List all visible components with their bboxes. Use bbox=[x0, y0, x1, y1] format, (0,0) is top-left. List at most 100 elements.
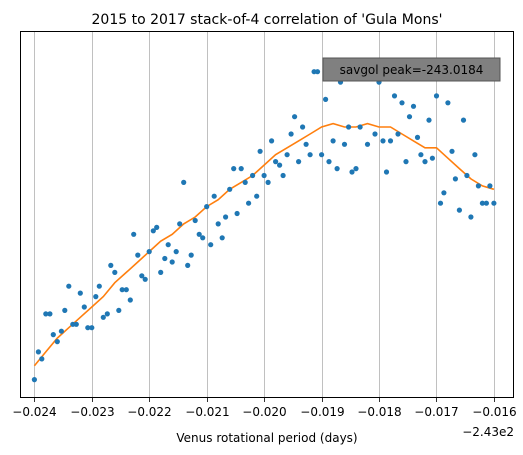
x-axis-offset-label: −2.43e2 bbox=[462, 425, 514, 439]
scatter-point bbox=[364, 141, 371, 147]
savgol-line-series bbox=[33, 122, 495, 367]
scatter-point bbox=[227, 186, 233, 192]
scatter-point bbox=[422, 159, 428, 165]
scatter-point bbox=[54, 339, 60, 345]
scatter-point bbox=[323, 96, 329, 102]
scatter-point bbox=[292, 114, 298, 120]
scatter-point bbox=[250, 172, 256, 179]
scatter-point bbox=[269, 138, 275, 144]
scatter-point bbox=[188, 252, 194, 258]
scatter-point bbox=[426, 117, 432, 123]
scatter-point bbox=[346, 124, 352, 130]
scatter-point bbox=[380, 138, 386, 144]
scatter-point bbox=[242, 179, 248, 185]
scatter-point bbox=[127, 297, 133, 303]
scatter-point bbox=[383, 169, 390, 175]
scatter-point bbox=[387, 138, 394, 144]
scatter-point bbox=[341, 141, 348, 147]
scatter-point bbox=[215, 221, 221, 227]
scatter-point bbox=[406, 114, 413, 120]
scatter-point bbox=[234, 210, 240, 217]
scatter-point bbox=[403, 159, 409, 165]
scatter-point bbox=[418, 152, 424, 158]
scatter-point bbox=[131, 231, 137, 237]
scatter-point bbox=[47, 311, 53, 317]
savgol-line bbox=[33, 122, 495, 367]
scatter-point bbox=[142, 276, 148, 282]
scatter-point bbox=[399, 100, 405, 106]
scatter-point bbox=[491, 200, 497, 206]
scatter-point bbox=[104, 311, 110, 317]
x-tick-label: −0.022 bbox=[127, 405, 171, 419]
scatter-point bbox=[319, 152, 325, 158]
scatter-point bbox=[112, 269, 118, 275]
scatter-point bbox=[452, 176, 458, 182]
scatter-point bbox=[211, 193, 217, 199]
scatter-point bbox=[441, 190, 447, 196]
scatter-point bbox=[73, 321, 79, 327]
scatter-point bbox=[314, 69, 321, 75]
scatter-point bbox=[108, 262, 114, 268]
scatter-point bbox=[200, 235, 206, 241]
scatter-point bbox=[77, 290, 83, 296]
scatter-point bbox=[238, 166, 244, 172]
scatter-point bbox=[196, 231, 202, 237]
scatter-point bbox=[487, 183, 493, 189]
x-tick-label: −0.021 bbox=[185, 405, 229, 419]
scatter-point bbox=[414, 134, 421, 140]
scatter-point bbox=[185, 262, 191, 268]
scatter-point bbox=[85, 325, 91, 331]
scatter-point bbox=[165, 242, 171, 248]
x-tick-label: −0.018 bbox=[357, 405, 401, 419]
scatter-point bbox=[349, 169, 355, 175]
scatter-point bbox=[433, 93, 440, 99]
scatter-point bbox=[372, 131, 378, 137]
x-tick-label: −0.016 bbox=[472, 405, 516, 419]
scatter-point bbox=[150, 228, 156, 234]
scatter-point bbox=[353, 166, 359, 172]
scatter-point bbox=[456, 207, 462, 213]
scatter-point bbox=[43, 311, 49, 317]
scatter-point bbox=[391, 93, 398, 99]
scatter-point bbox=[31, 377, 37, 383]
grid-lines bbox=[34, 31, 495, 398]
scatter-point bbox=[303, 141, 309, 147]
scatter-point bbox=[257, 148, 263, 154]
scatter-point bbox=[66, 283, 72, 289]
chart-title: 2015 to 2017 stack-of-4 correlation of '… bbox=[92, 12, 443, 28]
scatter-point bbox=[464, 172, 470, 179]
x-tick-label: −0.024 bbox=[12, 405, 56, 419]
scatter-point bbox=[288, 131, 294, 137]
scatter-point bbox=[472, 152, 478, 158]
scatter-point bbox=[204, 204, 210, 210]
scatter-point bbox=[395, 131, 401, 137]
scatter-point bbox=[475, 183, 481, 189]
scatter-point bbox=[280, 172, 286, 179]
scatter-point bbox=[58, 328, 64, 334]
scatter-point bbox=[357, 124, 363, 130]
scatter-point bbox=[119, 287, 125, 293]
scatter-series bbox=[31, 58, 497, 383]
scatter-point bbox=[177, 221, 183, 227]
scatter-point bbox=[62, 307, 68, 313]
x-tick-label: −0.017 bbox=[414, 405, 458, 419]
scatter-point bbox=[192, 217, 198, 224]
scatter-point bbox=[460, 117, 467, 123]
scatter-point bbox=[307, 152, 313, 158]
scatter-point bbox=[208, 242, 214, 248]
scatter-point bbox=[123, 287, 129, 293]
scatter-point bbox=[326, 159, 332, 165]
scatter-point bbox=[445, 100, 451, 106]
scatter-point bbox=[39, 356, 45, 362]
savgol-annotation: savgol peak=-243.0184 bbox=[322, 57, 501, 82]
scatter-point bbox=[50, 332, 56, 338]
scatter-point bbox=[181, 179, 187, 185]
scatter-point bbox=[146, 249, 152, 255]
annotation-text: savgol peak=-243.0184 bbox=[340, 63, 484, 77]
scatter-point bbox=[468, 214, 474, 220]
scatter-point bbox=[173, 249, 179, 255]
scatter-point bbox=[277, 162, 283, 168]
scatter-point bbox=[93, 294, 99, 300]
scatter-point bbox=[449, 148, 455, 154]
